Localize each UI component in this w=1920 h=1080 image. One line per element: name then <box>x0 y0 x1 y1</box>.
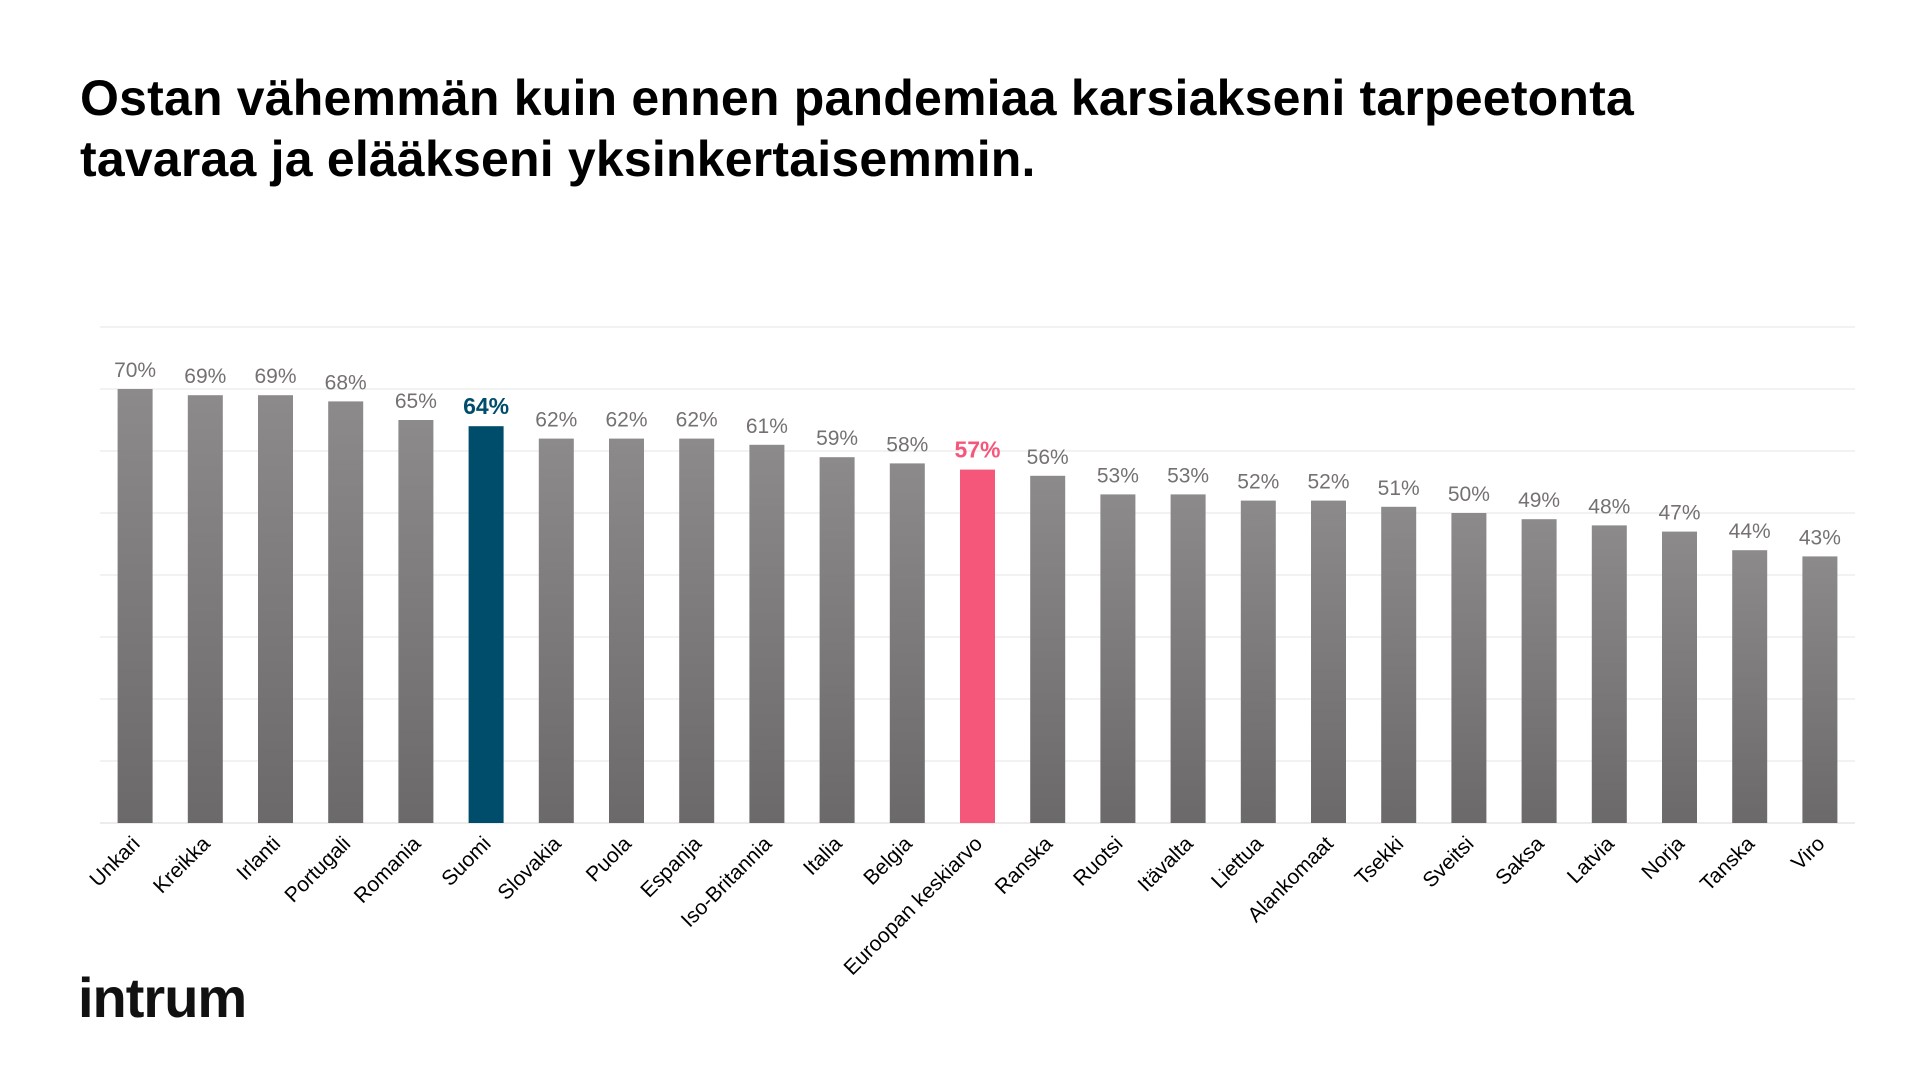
bar-itavalta <box>1170 494 1206 823</box>
category-label-sveitsi: Sveitsi <box>1418 832 1478 892</box>
category-label-tsekki: Tsekki <box>1351 832 1409 890</box>
bar-ranska <box>1030 475 1066 823</box>
bar-alankomaat <box>1311 500 1346 823</box>
bar-iso-britannia <box>749 444 785 823</box>
value-label-latvia: 48% <box>1588 495 1630 518</box>
value-label-portugali: 68% <box>325 371 367 394</box>
category-label-kreikka: Kreikka <box>149 832 215 898</box>
category-label-unkari: Unkari <box>85 832 144 891</box>
bar-espanja <box>679 438 715 823</box>
category-label-euroopan-keskiarvo: Euroopan keskiarvo <box>840 832 988 980</box>
value-label-belgia: 58% <box>886 433 928 456</box>
category-label-portugali: Portugali <box>280 832 355 907</box>
value-label-tsekki: 51% <box>1378 477 1420 500</box>
value-label-suomi: 64% <box>463 393 509 419</box>
intrum-logo: intrum <box>78 966 247 1029</box>
value-labels: 70% 69% 69% 68% 65% 64% 62% 62% 62% 61% 59% 58% 57% 5… <box>114 359 1841 549</box>
value-label-alankomaat: 52% <box>1307 471 1349 494</box>
category-label-latvia: Latvia <box>1563 832 1619 888</box>
value-label-tanska: 44% <box>1729 520 1771 543</box>
value-label-slovakia: 62% <box>535 409 577 432</box>
category-label-suomi: Suomi <box>437 832 495 890</box>
category-label-viro: Viro <box>1787 832 1829 874</box>
value-label-ruotsi: 53% <box>1097 464 1139 487</box>
value-label-romania: 65% <box>395 390 437 413</box>
value-label-iso-britannia: 61% <box>746 415 788 438</box>
category-label-irlanti: Irlanti <box>232 832 285 885</box>
bar-liettua <box>1240 500 1276 823</box>
category-label-espanja: Espanja <box>636 832 706 902</box>
value-label-norja: 47% <box>1658 502 1700 525</box>
category-label-puola: Puola <box>582 832 636 886</box>
bar-portugali <box>328 401 364 823</box>
bar-italia <box>819 457 855 823</box>
bars <box>117 389 1838 823</box>
category-label-liettua: Liettua <box>1207 832 1268 893</box>
chart-title: Ostan vähemmän kuin ennen pandemiaa kars… <box>80 68 1840 190</box>
bar-suomi <box>468 426 504 823</box>
bar-unkari <box>117 389 153 823</box>
value-label-saksa: 49% <box>1518 489 1560 512</box>
bar-tsekki <box>1381 506 1417 823</box>
category-label-belgia: Belgia <box>859 832 917 890</box>
category-label-saksa: Saksa <box>1491 832 1549 890</box>
bar-puola <box>609 438 644 823</box>
category-label-tanska: Tanska <box>1696 832 1760 896</box>
category-label-italia: Italia <box>799 832 847 880</box>
bar-belgia <box>889 463 925 823</box>
bar-sveitsi <box>1451 513 1487 823</box>
value-label-viro: 43% <box>1799 526 1841 549</box>
category-label-slovakia: Slovakia <box>493 832 566 905</box>
bar-tanska <box>1732 550 1768 823</box>
value-label-espanja: 62% <box>676 409 718 432</box>
bar-slovakia <box>538 438 574 823</box>
bar-irlanti <box>258 395 293 823</box>
chart-title-line-1: Ostan vähemmän kuin ennen pandemiaa kars… <box>80 70 1635 126</box>
bar-euroopan-keskiarvo <box>960 469 995 823</box>
bar-viro <box>1802 556 1838 823</box>
bar-norja <box>1662 531 1697 823</box>
value-label-kreikka: 69% <box>184 365 226 388</box>
category-label-itavalta: Itävalta <box>1133 832 1197 896</box>
chart-title-line-2: tavaraa ja elääkseni yksinkertaisemmin. <box>80 131 1036 187</box>
bar-kreikka <box>187 395 223 823</box>
value-label-euroopan-keskiarvo: 57% <box>954 437 1000 463</box>
value-label-irlanti: 69% <box>254 365 296 388</box>
bar-saksa <box>1521 519 1557 823</box>
value-label-unkari: 70% <box>114 359 156 382</box>
value-label-italia: 59% <box>816 427 858 450</box>
value-label-sveitsi: 50% <box>1448 483 1490 506</box>
category-label-ranska: Ranska <box>991 832 1058 899</box>
bar-latvia <box>1591 525 1627 823</box>
bar-ruotsi <box>1100 494 1136 823</box>
value-label-itavalta: 53% <box>1167 464 1209 487</box>
bar-romania <box>398 420 434 823</box>
category-label-norja: Norja <box>1637 832 1689 884</box>
value-label-puola: 62% <box>605 409 647 432</box>
category-label-ruotsi: Ruotsi <box>1069 832 1127 890</box>
gridlines <box>100 326 1855 824</box>
value-label-ranska: 56% <box>1027 446 1069 469</box>
value-label-liettua: 52% <box>1237 471 1279 494</box>
category-label-romania: Romania <box>350 832 426 908</box>
